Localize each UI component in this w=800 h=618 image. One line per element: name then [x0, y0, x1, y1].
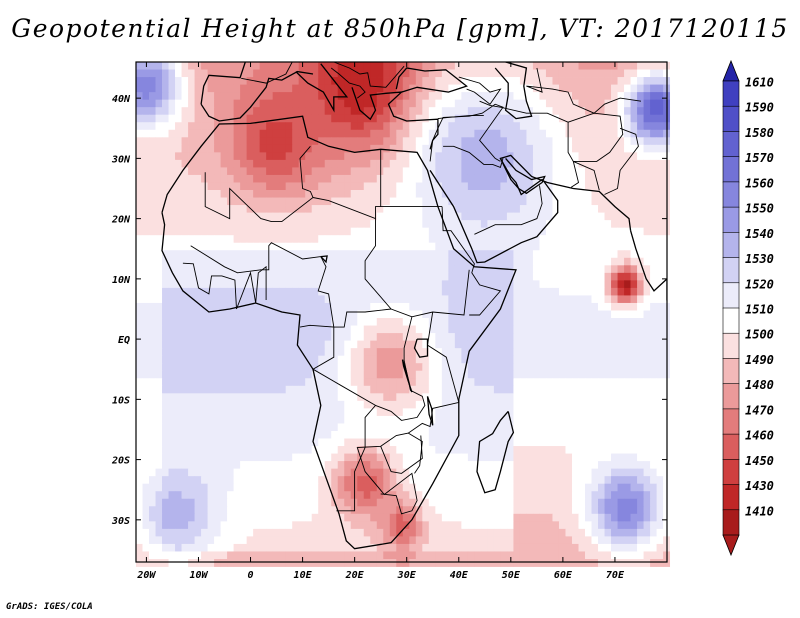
- border-caucasus: [458, 76, 502, 105]
- lake-victoria: [413, 338, 429, 358]
- border-europe: [241, 62, 405, 88]
- colorbar-top-arrow: [722, 59, 740, 82]
- chart-title: Geopotential Height at 850hPa [gpm], VT:…: [11, 14, 789, 43]
- colorbar-label: 1590: [745, 101, 774, 115]
- colorbar-label: 1540: [745, 227, 774, 241]
- colorbar-swatch: [722, 105, 740, 133]
- india-coastline: [629, 230, 667, 292]
- border-turkey-syria: [437, 115, 484, 120]
- colorbar-swatch: [722, 408, 740, 435]
- colorbar-swatch: [722, 358, 740, 385]
- lat-tick-label: EQ: [118, 335, 130, 346]
- border-chad-sudan: [375, 206, 381, 219]
- longitude-axis: 20W 10W 0 10E 20E 30E 40E 50E 60E 70E: [136, 62, 625, 581]
- lat-tick-label: 20N: [111, 215, 131, 226]
- border-horn: [441, 206, 502, 316]
- colorbar-swatch: [722, 307, 740, 334]
- lon-tick-label: 30E: [397, 570, 417, 581]
- border-afghan-pak: [567, 112, 624, 191]
- colorbar-swatch: [722, 459, 740, 486]
- lat-tick-label: 20S: [111, 456, 130, 467]
- border-coastal-west: [182, 262, 267, 310]
- colorbar-label: 1460: [745, 429, 774, 443]
- lon-tick-label: 10E: [294, 570, 313, 581]
- colorbar-label: 1490: [745, 353, 774, 367]
- border-mozambique: [408, 432, 423, 474]
- madagascar: [476, 410, 515, 494]
- colorbar-label: 1560: [745, 176, 774, 190]
- colorbar-label: 1410: [745, 504, 774, 518]
- colorbar-bottom-arrow: [722, 534, 740, 557]
- iberia-south: [200, 70, 314, 122]
- border-sahel: [312, 197, 470, 318]
- lon-tick-label: 20E: [345, 570, 365, 581]
- lat-tick-label: 30S: [111, 516, 130, 527]
- lat-tick-label: 40N: [112, 94, 131, 105]
- lon-tick-label: 60E: [554, 570, 573, 581]
- colorbar-swatch: [722, 433, 740, 460]
- colorbar-swatch: [722, 509, 740, 536]
- colorbar-label: 1430: [745, 479, 774, 493]
- map-frame: [135, 61, 668, 563]
- colorbar: 1610 1590 1580 1570 1560 1550 1540 1530 1520 1510…: [722, 59, 774, 557]
- colorbar-swatch: [722, 383, 740, 410]
- lake-chad: [320, 255, 328, 264]
- border-zimbabwe: [380, 435, 423, 474]
- colorbar-label: 1580: [745, 126, 774, 140]
- border-middle-east: [429, 103, 504, 162]
- lon-tick-label: 10W: [189, 570, 208, 581]
- greece-turkey: [351, 87, 439, 150]
- height-field: [136, 62, 671, 567]
- colorbar-swatch: [722, 332, 740, 360]
- grads-credit: GrADS: IGES/COLA: [6, 602, 93, 612]
- border-maghreb: [204, 146, 314, 223]
- lon-tick-label: 40E: [450, 570, 469, 581]
- lon-tick-label: 50E: [502, 570, 521, 581]
- colorbar-swatch: [722, 484, 740, 511]
- border-iran: [479, 100, 580, 188]
- latitude-axis: 40N 30N 20N 10N EQ 10S 20S 30S: [111, 94, 667, 527]
- black-sea: [395, 67, 468, 93]
- colorbar-swatch: [722, 156, 740, 183]
- lat-tick-label: 30N: [111, 154, 131, 165]
- colorbar-label: 1470: [745, 403, 774, 417]
- colorbar-label: 1520: [745, 277, 774, 291]
- border-stans: [526, 67, 642, 114]
- coastlines: [161, 62, 667, 550]
- colorbar-label: 1530: [745, 252, 774, 266]
- persian-gulf: [499, 157, 546, 195]
- lon-tick-label: 20W: [136, 570, 156, 581]
- colorbar-swatch: [722, 206, 740, 233]
- border-balkans: [330, 67, 366, 99]
- border-arabia: [443, 145, 504, 168]
- lat-tick-label: 10S: [112, 395, 130, 406]
- colorbar-label: 1610: [745, 76, 774, 90]
- colorbar-label: 1500: [745, 328, 774, 342]
- colorbar-swatch: [722, 131, 740, 158]
- colorbar-label: 1480: [745, 378, 774, 392]
- border-india-pak: [604, 127, 639, 195]
- arabia-coastline: [429, 154, 632, 264]
- europe-coastline: [200, 62, 246, 105]
- colorbar-swatch: [722, 181, 740, 208]
- colorbar-label: 1550: [745, 202, 774, 216]
- colorbar-swatch: [722, 232, 740, 259]
- border-drc-east: [375, 316, 426, 421]
- border-west-africa: [190, 242, 392, 328]
- colorbar-label: 1510: [745, 303, 774, 317]
- lon-tick-label: 0: [248, 570, 254, 581]
- colorbar-label: 1450: [745, 454, 774, 468]
- colorbar-swatch: [722, 257, 740, 284]
- colorbar-label: 1570: [745, 151, 774, 165]
- colorbar-swatch: [722, 282, 740, 309]
- italy-coastline: [295, 63, 349, 113]
- colorbar-swatch: [722, 80, 740, 107]
- lat-tick-label: 10N: [112, 275, 131, 286]
- lake-malawi: [426, 396, 434, 426]
- lon-tick-label: 70E: [606, 570, 625, 581]
- border-arabia-south: [474, 185, 543, 235]
- caspian-sea: [494, 62, 533, 120]
